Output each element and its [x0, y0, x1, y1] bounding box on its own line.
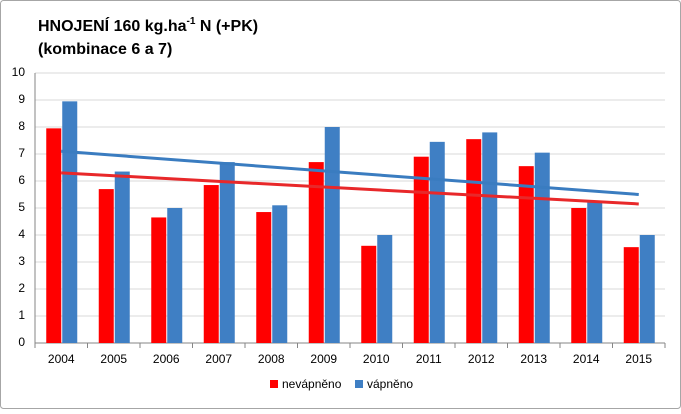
bar [377, 235, 393, 343]
y-tick-label: 3 [18, 254, 25, 268]
bar [324, 127, 340, 343]
bar [466, 139, 482, 343]
y-tick-label: 4 [18, 227, 25, 241]
bar [46, 128, 62, 343]
bar [429, 141, 445, 343]
y-tick-label: 1 [18, 308, 25, 322]
bar [219, 162, 235, 343]
bar [272, 205, 288, 343]
x-tick-label: 2008 [258, 352, 285, 366]
x-tick-label: 2010 [363, 352, 390, 366]
bar [203, 185, 219, 343]
x-tick-label: 2015 [625, 352, 652, 366]
bar [361, 245, 377, 343]
trend-line [61, 171, 639, 206]
x-tick-label: 2007 [205, 352, 232, 366]
y-tick-label: 2 [18, 281, 25, 295]
bar [151, 217, 167, 343]
x-tick-label: 2005 [100, 352, 127, 366]
bar [482, 132, 498, 343]
y-tick-label: 9 [18, 92, 25, 106]
legend-label: nevápněno [282, 377, 342, 391]
legend-swatch [355, 380, 363, 388]
x-tick-label: 2013 [520, 352, 547, 366]
bar [639, 235, 655, 343]
bar [518, 166, 534, 343]
bar [256, 212, 272, 343]
bar [571, 208, 587, 343]
x-tick-label: 2011 [416, 352, 442, 366]
x-tick-label: 2012 [468, 352, 495, 366]
bar [623, 247, 639, 343]
x-tick-label: 2014 [573, 352, 600, 366]
y-tick-label: 10 [12, 65, 26, 79]
title-main: HNOJENÍ 160 kg.ha [38, 16, 187, 35]
bar [98, 189, 114, 343]
y-tick-label: 6 [18, 173, 25, 187]
trend-line [61, 149, 639, 196]
legend-label: vápněno [367, 377, 413, 391]
y-tick-label: 0 [18, 335, 25, 349]
chart-title: HNOJENÍ 160 kg.ha-1 N (+PK) [38, 16, 258, 36]
legend-swatch [270, 380, 278, 388]
chart-subtitle: (kombinace 6 a 7) [38, 41, 172, 58]
bar [62, 101, 78, 343]
y-tick-label: 8 [18, 119, 25, 133]
x-tick-label: 2004 [48, 352, 75, 366]
bar [114, 171, 130, 343]
bar [308, 162, 324, 343]
title-superscript: -1 [187, 16, 196, 27]
bar [534, 152, 550, 343]
x-tick-label: 2006 [153, 352, 180, 366]
title-rest: N (+PK) [195, 18, 258, 35]
y-tick-label: 7 [18, 146, 25, 160]
bar [413, 156, 429, 343]
bar [167, 208, 183, 343]
y-tick-label: 5 [18, 200, 25, 214]
bar [587, 201, 603, 343]
x-tick-label: 2009 [310, 352, 337, 366]
